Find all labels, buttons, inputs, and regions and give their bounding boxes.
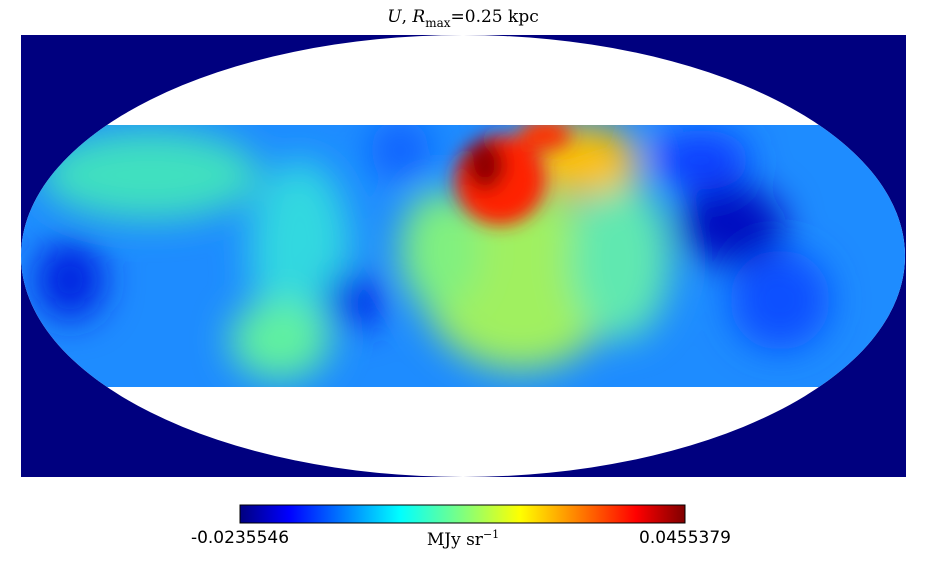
- colorbar-unit: MJy sr−1: [427, 528, 499, 550]
- colorbar-min-label: -0.0235546: [191, 528, 289, 548]
- colorbar-max-label: 0.0455379: [639, 528, 731, 548]
- map-title: U, Rmax=0.25 kpc: [387, 7, 538, 30]
- colorbar: [239, 504, 686, 524]
- map-band: [21, 125, 905, 387]
